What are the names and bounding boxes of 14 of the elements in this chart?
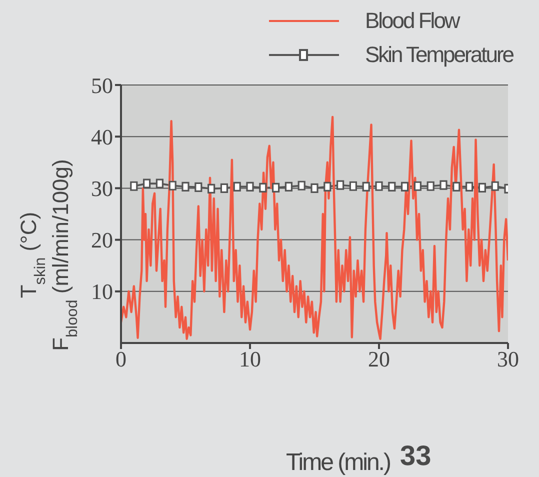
text: 33 <box>400 440 432 472</box>
y-tick-label: 40 <box>91 124 113 150</box>
x-axis-title: Time (min.) <box>286 449 390 476</box>
y-tick-label: 30 <box>91 176 113 202</box>
x-tick-label: 20 <box>368 346 390 372</box>
legend-label: Skin Temperature <box>364 42 513 68</box>
line-series <box>121 116 508 340</box>
y-tick-label: 50 <box>91 72 113 98</box>
legend-label: Blood Flow <box>364 8 459 34</box>
x-tick-label: 10 <box>239 346 261 372</box>
y-tick-label: 10 <box>91 279 113 304</box>
x-tick-label: 30 <box>497 346 519 372</box>
x-tick-label: 0 <box>116 346 126 372</box>
y-tick-label: 20 <box>91 228 113 253</box>
